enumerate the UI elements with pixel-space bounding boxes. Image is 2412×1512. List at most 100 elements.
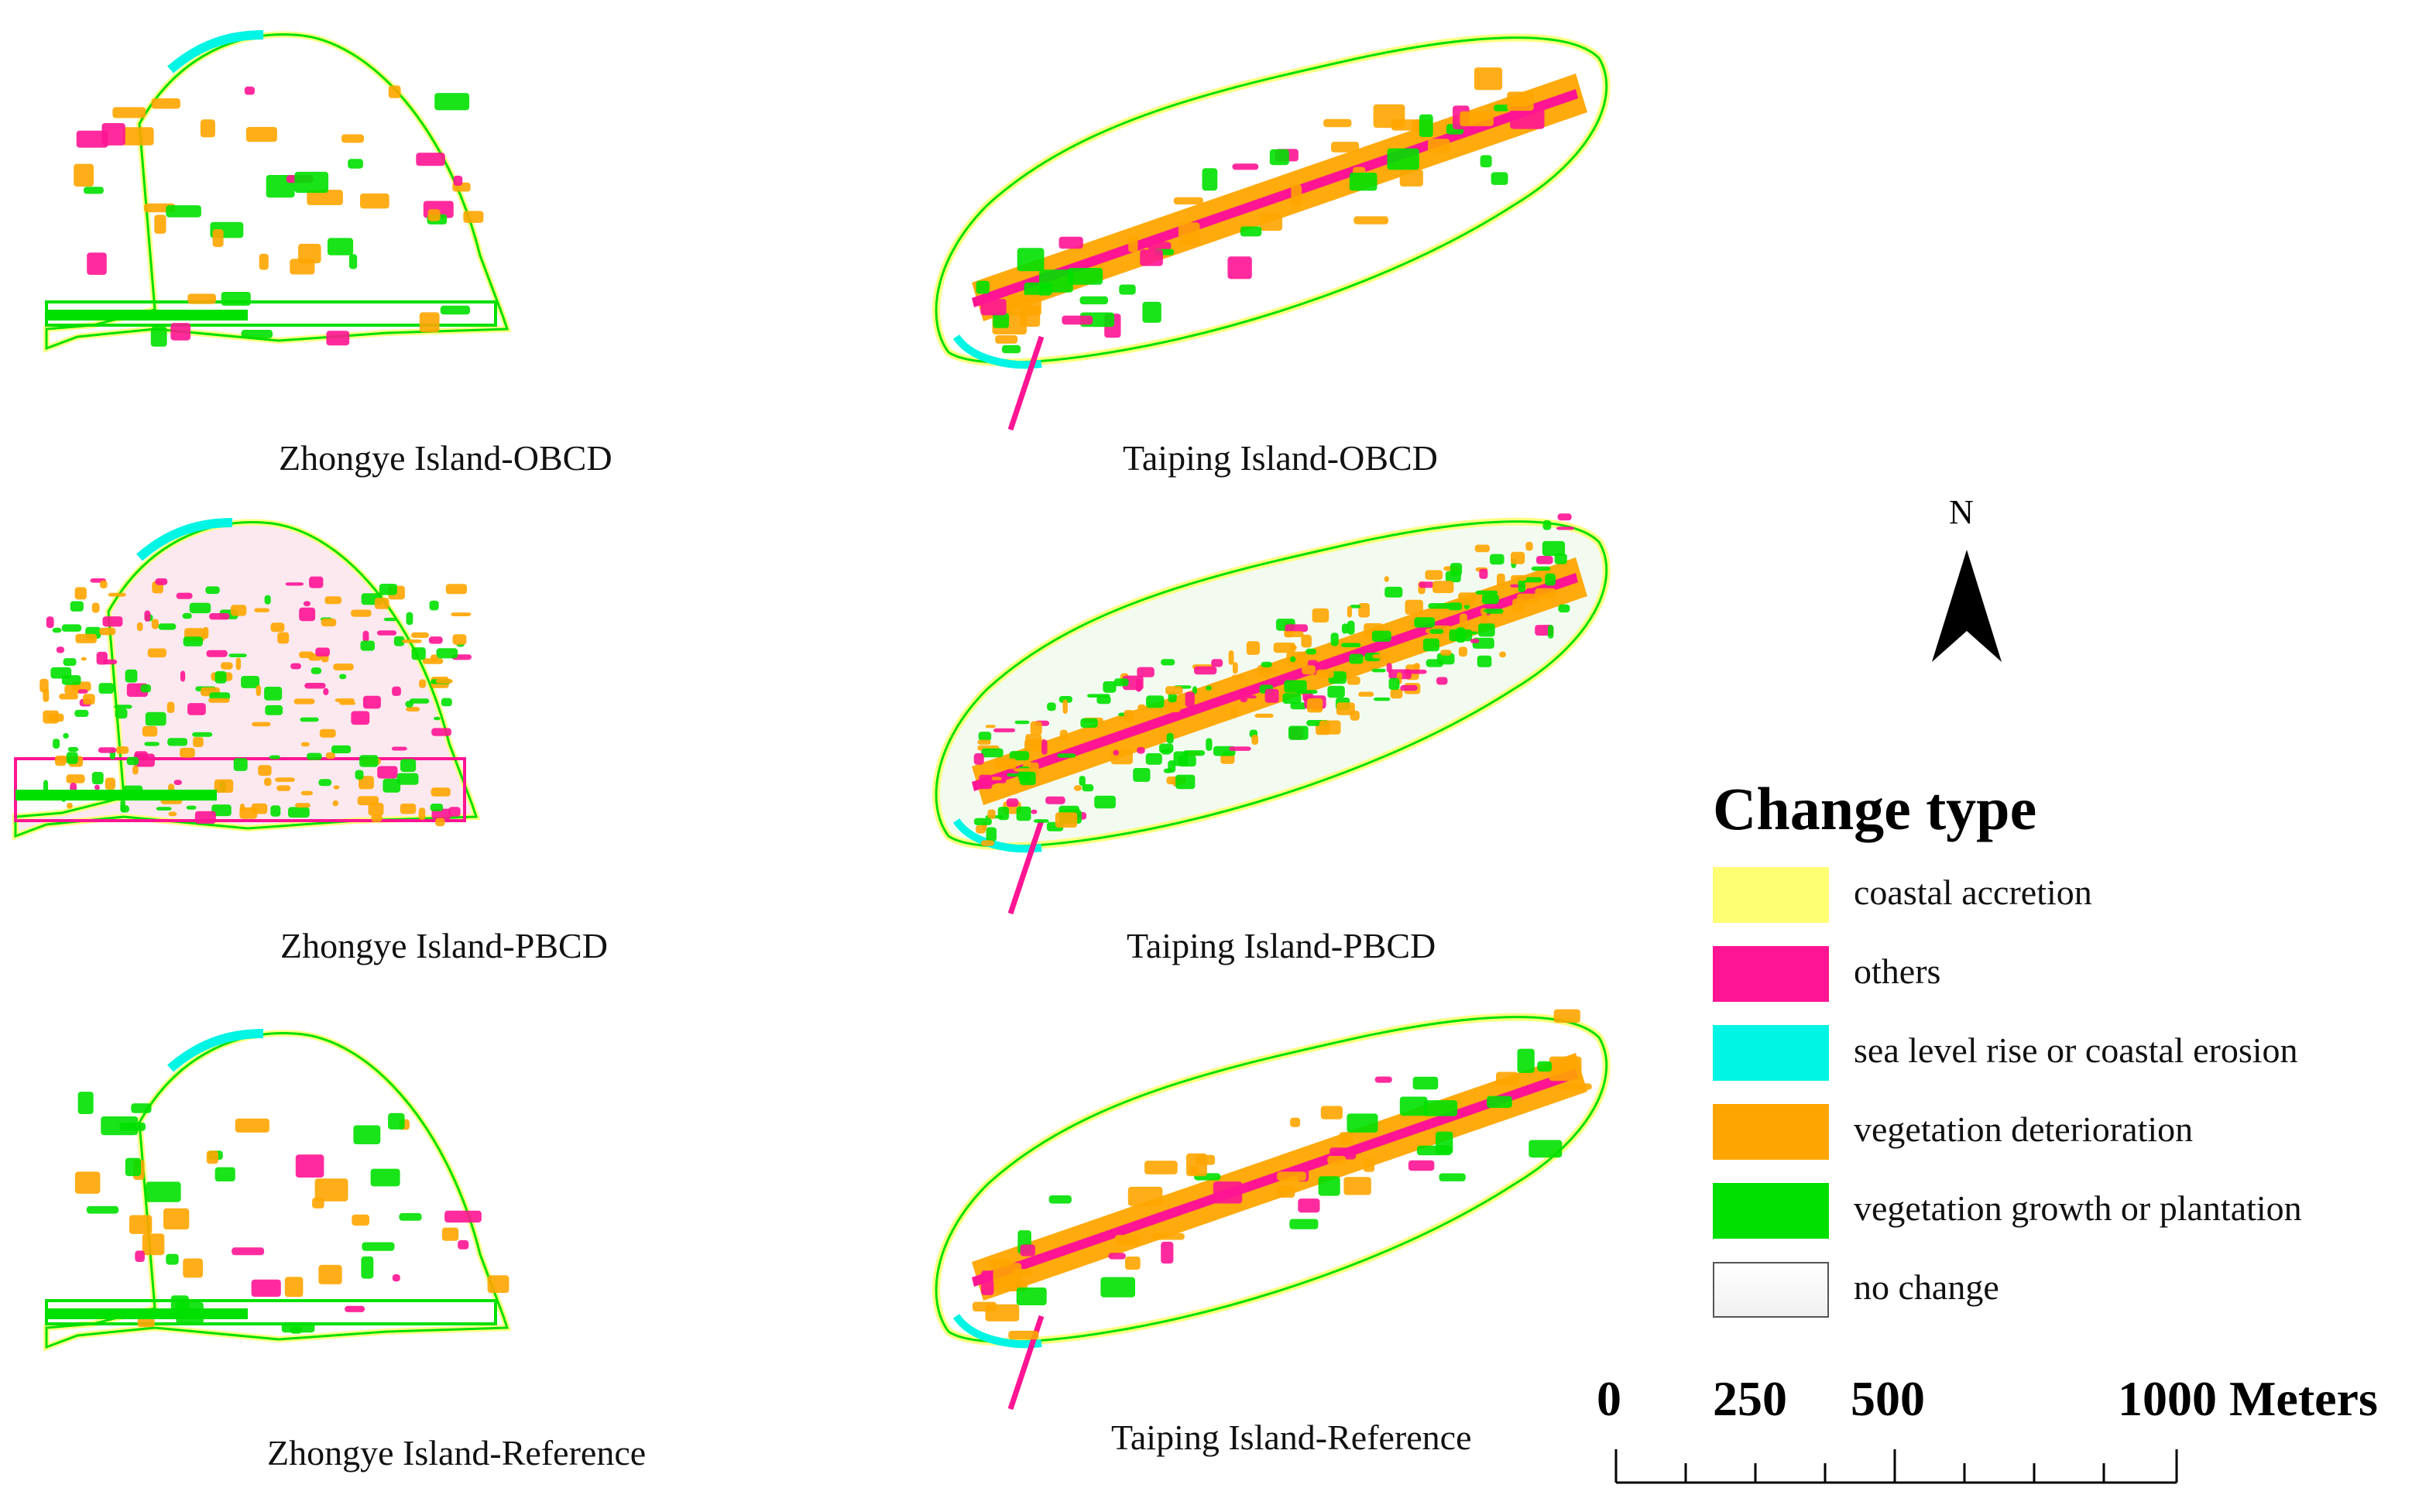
change-patch (1140, 249, 1163, 266)
change-patch (1211, 659, 1223, 667)
change-patch (251, 803, 268, 814)
change-patch (987, 809, 996, 819)
change-patch (393, 636, 405, 646)
change-patch (441, 1227, 459, 1241)
change-patch (1175, 774, 1196, 790)
change-patch (206, 650, 228, 657)
change-patch (176, 592, 193, 599)
change-patch (67, 802, 73, 809)
change-patch (1161, 659, 1175, 666)
island-outline-vegetation (935, 36, 1608, 364)
change-patch (1014, 720, 1030, 725)
change-patch (1284, 631, 1304, 637)
change-patch (973, 753, 984, 765)
change-patch (1537, 1061, 1553, 1072)
change-patch (1545, 573, 1556, 586)
change-patch (321, 618, 337, 627)
change-patch (399, 1212, 422, 1221)
change-patch (430, 804, 444, 811)
change-patch (976, 280, 990, 294)
change-patch (214, 670, 227, 684)
change-patch (1223, 750, 1231, 756)
change-patch (251, 1279, 281, 1297)
change-patch (254, 608, 269, 612)
change-patch (1474, 67, 1503, 91)
change-patch (66, 752, 78, 764)
change-patch (156, 807, 172, 811)
change-patch (312, 1197, 324, 1209)
change-patch (214, 1167, 235, 1181)
change-patch (1285, 624, 1309, 633)
change-patch (1478, 623, 1495, 637)
legend-label: no change (1854, 1267, 1999, 1307)
north-label: N (1949, 493, 1974, 531)
change-patch (379, 584, 397, 595)
change-patch (1168, 700, 1181, 712)
change-patch (1354, 216, 1388, 225)
change-patch (1301, 634, 1312, 648)
change-patch (1289, 1219, 1319, 1229)
change-patch (1127, 1186, 1163, 1206)
change-patch (1113, 749, 1119, 756)
change-patch (1173, 197, 1203, 205)
change-patch (147, 648, 166, 658)
change-patch (1349, 653, 1364, 664)
change-patch (299, 607, 316, 622)
change-patch (170, 323, 190, 341)
change-patch (241, 676, 260, 688)
change-patch (132, 765, 139, 775)
change-patch (1496, 1071, 1518, 1086)
change-patch (258, 765, 272, 777)
change-patch (428, 636, 443, 644)
change-patch (1330, 633, 1339, 646)
change-patch (1247, 695, 1257, 699)
change-patch (1269, 149, 1289, 166)
change-patch (1178, 222, 1200, 246)
runway-vegetation-strip (46, 310, 248, 321)
change-patch (980, 299, 1007, 316)
change-patch (1289, 656, 1296, 663)
change-patch (348, 254, 358, 269)
scale-tick-250: 250 (1713, 1371, 1787, 1426)
change-patch (187, 703, 206, 715)
change-patch (1125, 1257, 1141, 1270)
change-patch (360, 640, 375, 651)
change-patch (98, 747, 117, 753)
change-patch (1474, 544, 1490, 553)
change-patch (1483, 609, 1504, 614)
change-patch (245, 127, 277, 142)
change-patch (307, 753, 322, 760)
change-patch (1414, 617, 1436, 628)
change-patch (193, 737, 204, 747)
island-outline-vegetation (45, 1031, 510, 1349)
change-patch (1336, 702, 1355, 715)
change-patch (388, 85, 401, 98)
change-patch (1487, 1095, 1512, 1108)
change-patch (206, 1150, 218, 1164)
change-patch (1119, 284, 1136, 295)
change-patch (1390, 688, 1403, 699)
change-patch (359, 776, 374, 790)
change-patch (1374, 1076, 1392, 1083)
change-patch (335, 698, 355, 702)
change-patch (1232, 662, 1238, 674)
change-patch (1347, 1113, 1378, 1133)
change-patch (1340, 643, 1361, 647)
change-patch (270, 622, 285, 633)
change-patch (392, 1274, 400, 1282)
change-patch (228, 653, 247, 657)
runway-others-line (972, 89, 1578, 307)
runway-others-line (972, 1068, 1578, 1287)
change-patch (1548, 625, 1554, 639)
change-patch (114, 705, 132, 709)
island-outline-vegetation (45, 33, 510, 351)
change-patch (275, 777, 295, 782)
change-patch (1144, 1161, 1178, 1174)
change-patch (276, 785, 291, 791)
runway-vegetation-strip (46, 1308, 248, 1319)
change-patch (209, 692, 231, 700)
change-patch (448, 807, 461, 817)
change-patch (1062, 699, 1068, 714)
change-patch (325, 752, 335, 759)
change-patch (183, 636, 203, 646)
